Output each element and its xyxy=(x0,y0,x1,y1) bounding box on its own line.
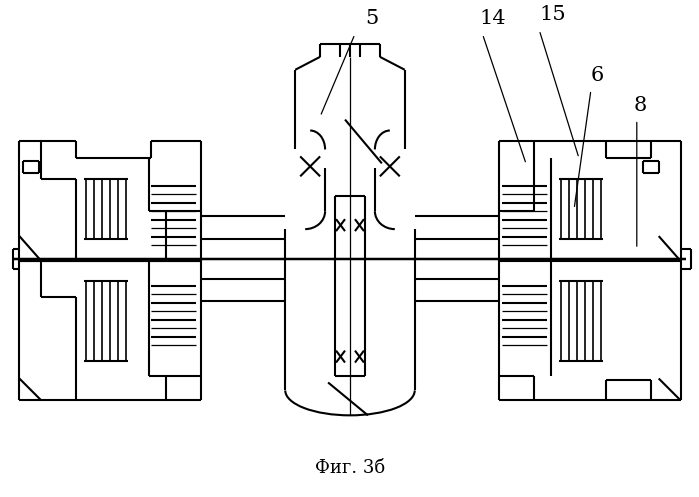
Text: 15: 15 xyxy=(539,5,565,24)
Text: 8: 8 xyxy=(634,95,647,115)
Text: 6: 6 xyxy=(591,66,604,84)
Text: 5: 5 xyxy=(365,9,378,28)
Text: 14: 14 xyxy=(480,9,506,28)
Text: Фиг. 3б: Фиг. 3б xyxy=(315,459,385,477)
